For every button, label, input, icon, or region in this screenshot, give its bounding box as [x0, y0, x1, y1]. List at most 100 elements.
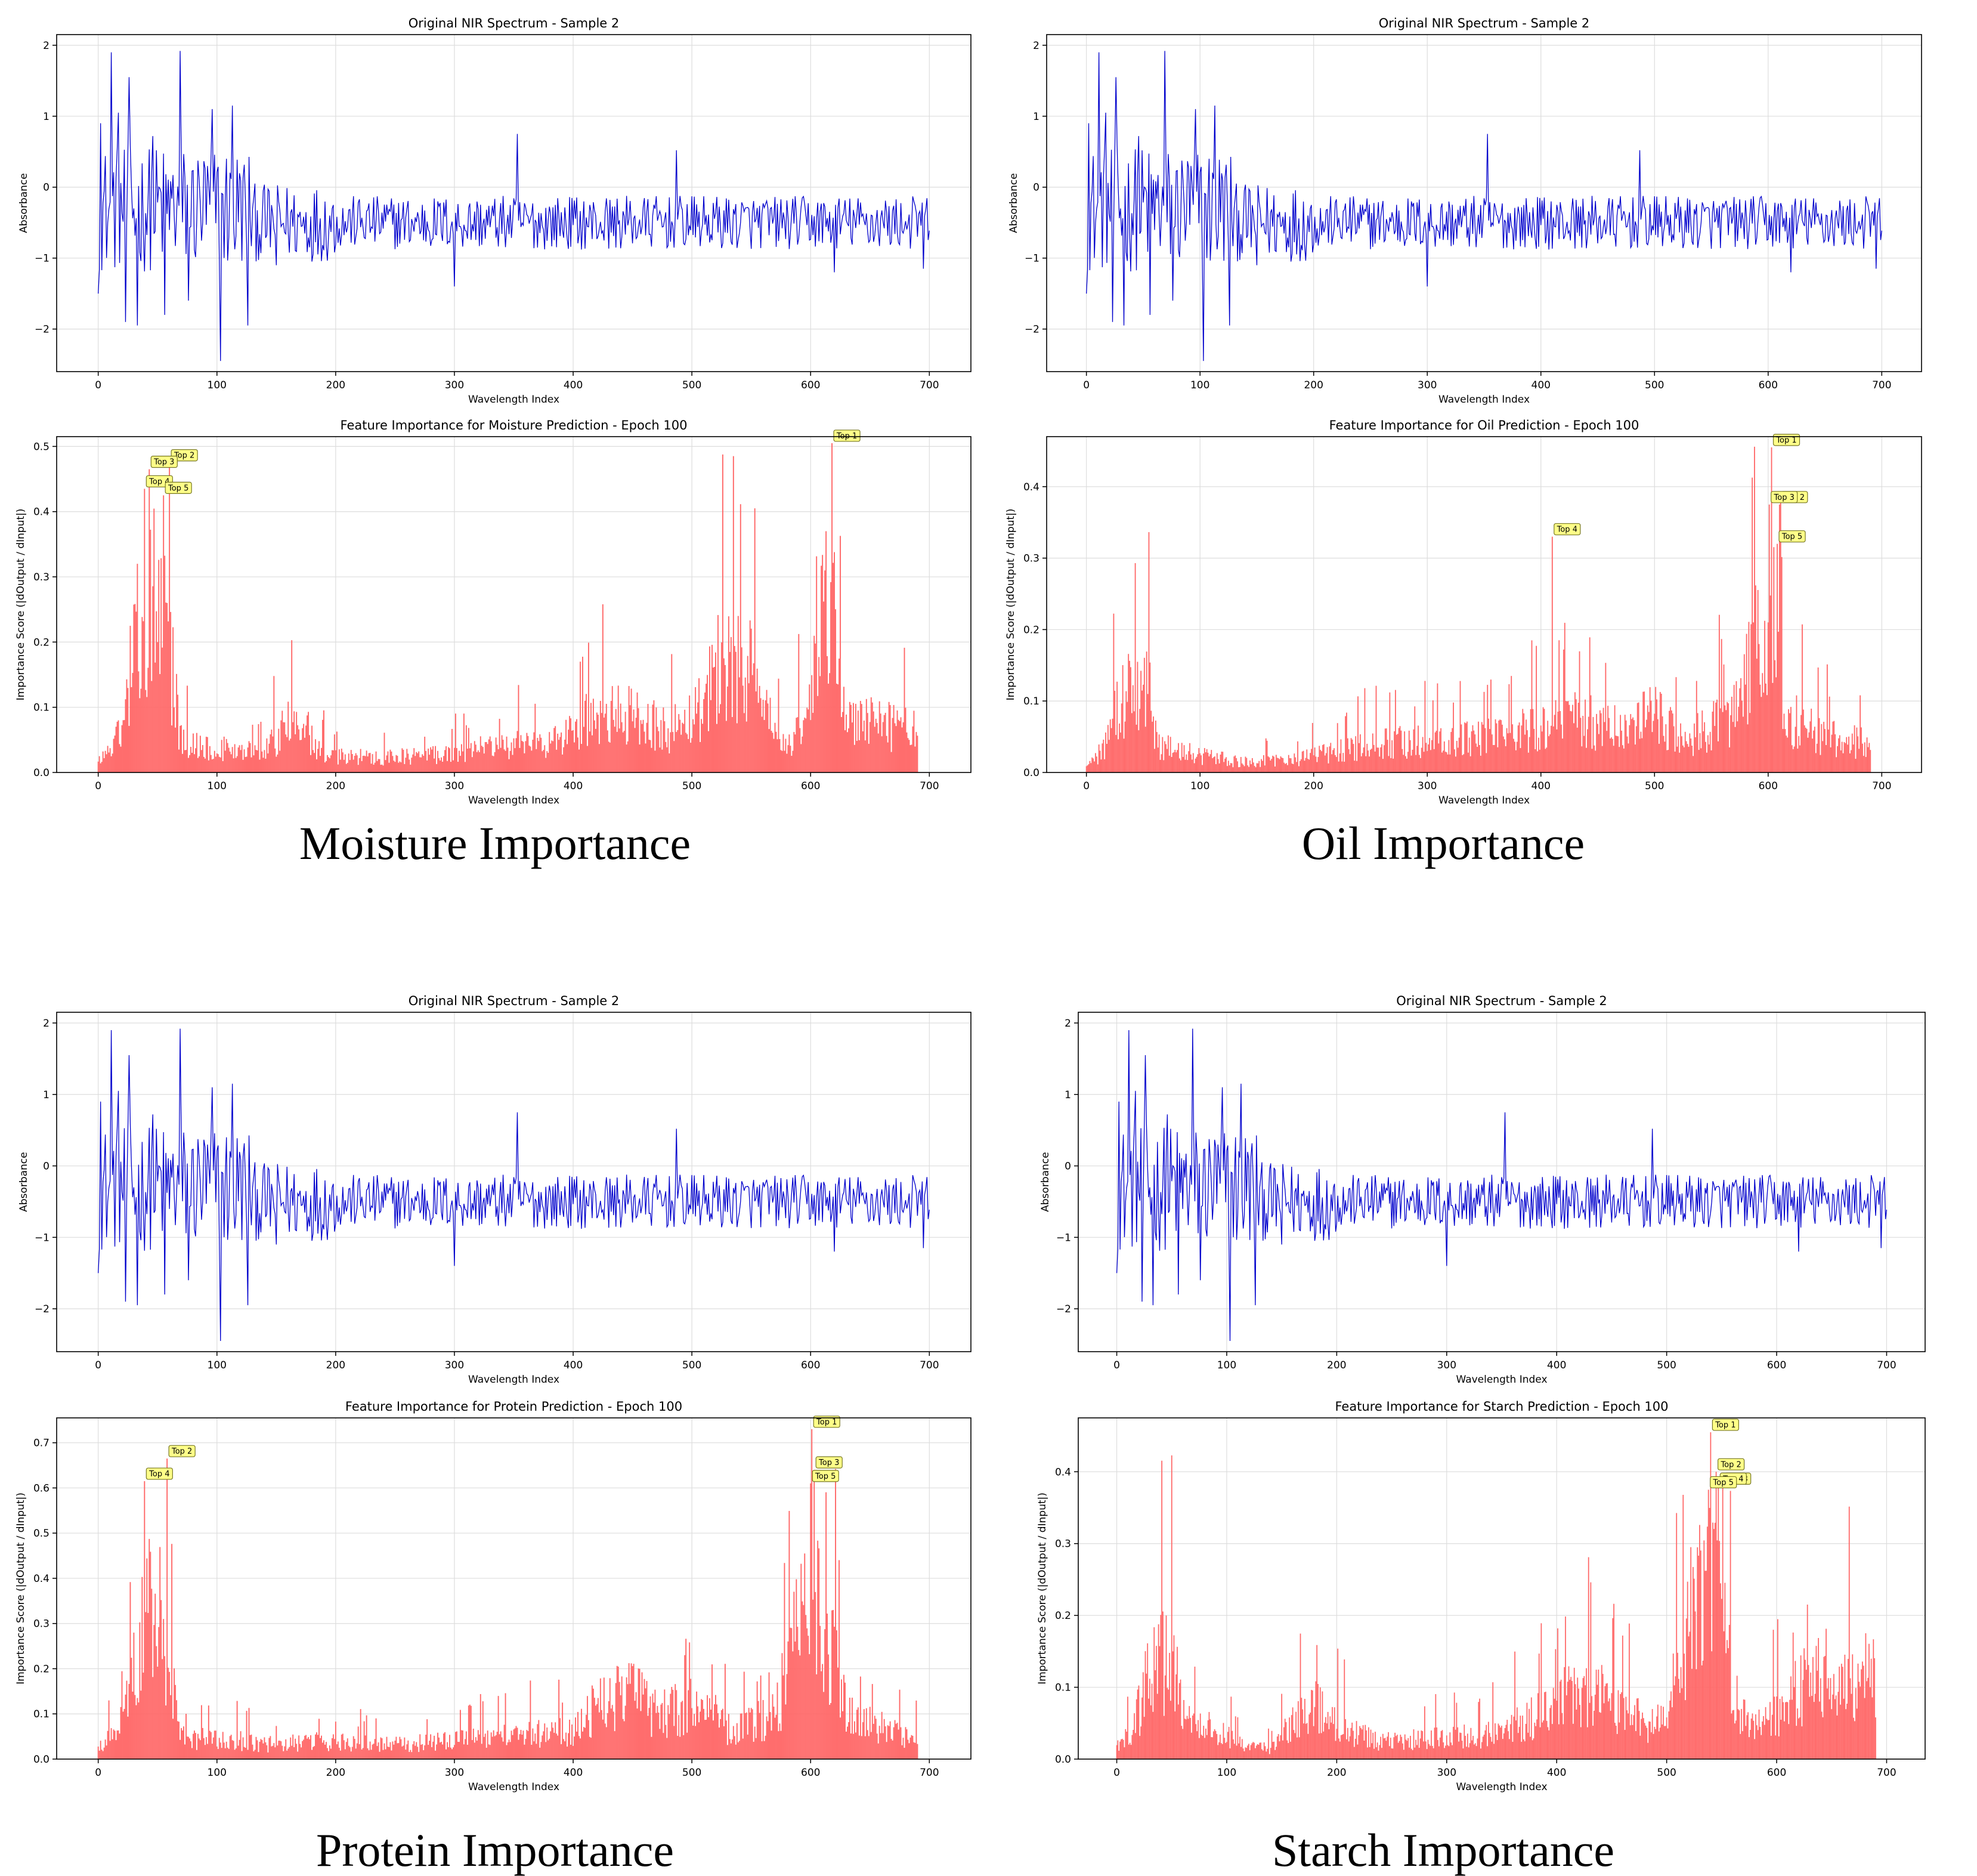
- importance-bar-oil-167: [1275, 755, 1277, 772]
- importance-bar-oil-70: [1165, 744, 1167, 772]
- importance-bar-protein-247: [391, 1750, 392, 1759]
- importance-bar-protein-370: [537, 1724, 539, 1759]
- importance-bar-oil-159: [1266, 740, 1268, 772]
- importance-bar-protein-565: [768, 1672, 770, 1759]
- importance-bar-moisture-8: [107, 746, 109, 772]
- importance-bar-oil-108: [1208, 756, 1210, 772]
- importance-plot-starch: 0 100 200 300 400 500 600 7000.00.10.20.30.4Top…: [1037, 1399, 1926, 1793]
- importance-bar-starch-247: [1388, 1732, 1389, 1759]
- importance-bar-moisture-343: [505, 750, 506, 772]
- importance-bar-protein-542: [741, 1713, 742, 1759]
- importance-bar-moisture-286: [437, 750, 439, 772]
- importance-bar-moisture-494: [684, 709, 686, 772]
- importance-title-starch: Feature Importance for Starch Prediction…: [1335, 1399, 1668, 1414]
- importance-bar-moisture-231: [372, 754, 373, 772]
- importance-bar-moisture-470: [655, 707, 657, 772]
- importance-bar-starch-105: [1232, 1730, 1233, 1759]
- importance-bar-starch-638: [1818, 1637, 1819, 1759]
- importance-bar-protein-185: [317, 1735, 318, 1759]
- importance-bar-moisture-490: [679, 719, 681, 772]
- importance-bar-protein-571: [775, 1714, 777, 1759]
- importance-bar-protein-462: [646, 1681, 648, 1759]
- importance-bar-oil-501: [1655, 687, 1657, 772]
- importance-bar-protein-579: [785, 1704, 787, 1759]
- importance-bar-oil-63: [1157, 747, 1159, 772]
- importance-bar-starch-677: [1861, 1669, 1862, 1759]
- importance-bar-oil-542: [1701, 710, 1703, 772]
- importance-bar-starch-626: [1805, 1659, 1806, 1759]
- importance-bar-oil-524: [1681, 736, 1682, 772]
- importance-bar-moisture-222: [361, 761, 363, 772]
- importance-bar-moisture-125: [246, 756, 247, 772]
- importance-bar-oil-213: [1328, 763, 1329, 772]
- importance-bar-moisture-380: [549, 732, 550, 772]
- importance-bar-oil-597: [1764, 620, 1765, 772]
- importance-bar-starch-636: [1815, 1646, 1817, 1759]
- importance-bar-moisture-323: [481, 746, 482, 772]
- importance-bar-starch-13: [1130, 1745, 1132, 1759]
- importance-bar-oil-174: [1283, 762, 1285, 772]
- importance-bar-protein-163: [291, 1745, 293, 1759]
- importance-bar-protein-664: [886, 1742, 887, 1759]
- importance-bar-starch-551: [1722, 1486, 1724, 1759]
- importance-bar-protein-135: [258, 1752, 259, 1759]
- importance-bar-starch-75: [1198, 1738, 1200, 1759]
- importance-bar-oil-303: [1430, 750, 1431, 772]
- importance-bar-oil-612: [1781, 557, 1783, 772]
- importance-bar-protein-521: [716, 1704, 717, 1759]
- importance-bar-protein-318: [475, 1737, 477, 1759]
- importance-bar-oil-463: [1611, 738, 1613, 772]
- importance-bar-starch-393: [1548, 1730, 1550, 1759]
- importance-bar-protein-78: [190, 1741, 191, 1759]
- importance-bar-protein-613: [825, 1492, 827, 1759]
- importance-bar-moisture-443: [623, 731, 625, 772]
- importance-bar-protein-384: [553, 1732, 555, 1759]
- importance-bar-moisture-244: [387, 751, 389, 772]
- importance-bar-starch-193: [1328, 1729, 1330, 1759]
- importance-bar-protein-211: [348, 1745, 349, 1759]
- importance-bar-protein-279: [429, 1741, 431, 1759]
- importance-bar-moisture-139: [262, 758, 264, 772]
- importance-bar-protein-19: [120, 1707, 122, 1759]
- importance-bar-starch-382: [1536, 1719, 1537, 1759]
- importance-bar-protein-121: [241, 1751, 243, 1759]
- importance-bar-starch-380: [1534, 1722, 1536, 1759]
- importance-bar-protein-626: [841, 1679, 842, 1759]
- importance-bar-moisture-350: [513, 738, 515, 772]
- importance-bar-oil-624: [1795, 727, 1796, 772]
- importance-bar-protein-654: [874, 1716, 875, 1759]
- importance-bar-moisture-35: [139, 698, 141, 772]
- importance-bar-starch-98: [1224, 1738, 1226, 1759]
- importance-bar-protein-41: [146, 1558, 148, 1759]
- importance-bar-protein-635: [851, 1698, 853, 1759]
- spectrum-protein-xtick-label-5: 500: [682, 1359, 701, 1371]
- importance-bar-protein-37: [141, 1577, 143, 1759]
- importance-bar-oil-607: [1775, 677, 1777, 772]
- importance-bar-protein-527: [723, 1726, 725, 1759]
- importance-bar-protein-320: [477, 1730, 479, 1759]
- importance-bar-protein-12: [112, 1739, 113, 1759]
- importance-bar-moisture-253: [398, 762, 400, 772]
- importance-protein-xtick-label-0: 0: [95, 1767, 101, 1779]
- spectrum-protein-ytick-label-3: 1: [43, 1089, 49, 1101]
- importance-bar-protein-311: [466, 1745, 468, 1759]
- importance-bar-moisture-535: [732, 456, 734, 772]
- importance-bar-oil-533: [1691, 746, 1693, 772]
- importance-bar-moisture-507: [700, 741, 701, 772]
- importance-bar-oil-53: [1146, 651, 1147, 772]
- importance-bar-starch-212: [1349, 1736, 1351, 1759]
- importance-bar-oil-242: [1360, 756, 1362, 772]
- importance-bar-protein-510: [703, 1708, 704, 1759]
- importance-bar-oil-642: [1815, 753, 1817, 772]
- importance-bar-moisture-248: [392, 756, 394, 772]
- importance-bar-oil-636: [1808, 732, 1810, 772]
- importance-bar-oil-72: [1167, 735, 1169, 772]
- importance-bar-protein-636: [852, 1733, 854, 1759]
- importance-bar-moisture-543: [742, 685, 744, 772]
- importance-bar-protein-547: [747, 1734, 748, 1759]
- importance-bar-protein-580: [786, 1674, 788, 1759]
- importance-bar-oil-145: [1251, 764, 1252, 772]
- importance-bar-oil-259: [1380, 747, 1382, 772]
- importance-bar-moisture-268: [416, 752, 417, 772]
- importance-bar-starch-602: [1778, 1736, 1780, 1759]
